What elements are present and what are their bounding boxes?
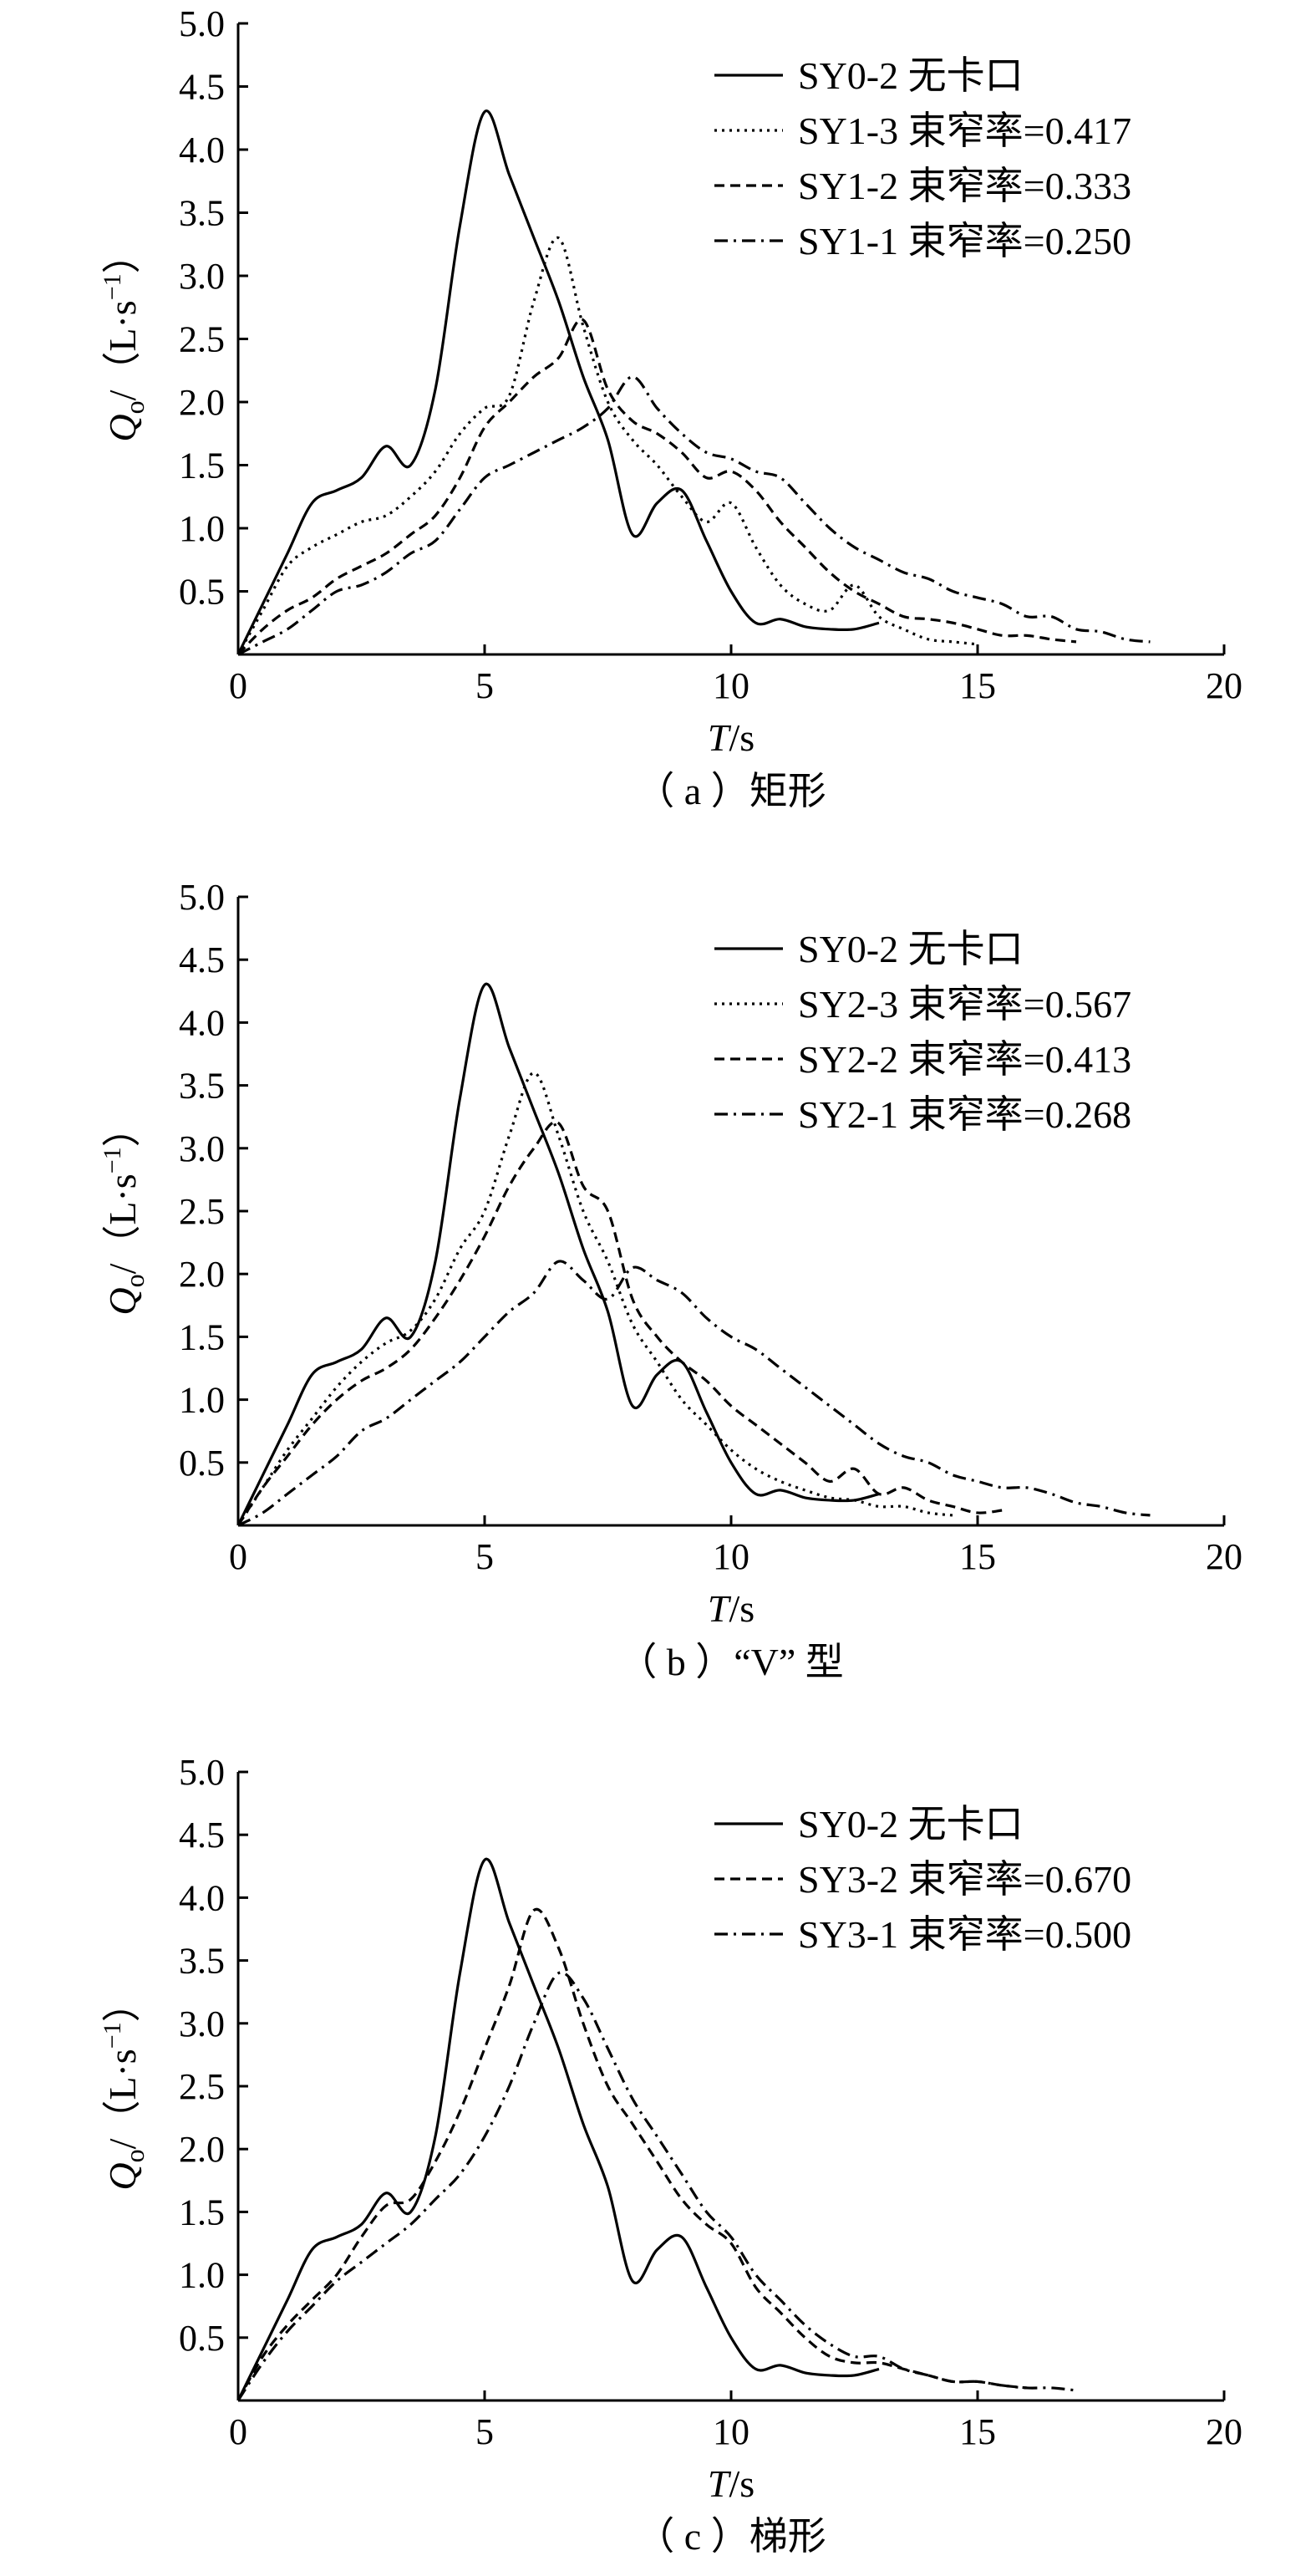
series-line-2 [236,1071,953,1526]
y-tick-label: 5.0 [179,877,225,918]
axis-ticks: 0 5 10 15 20 0.5 1.0 1.5 2.0 2.5 3.0 3.5 4.0 4.5 5.0 [179,3,1242,706]
series-line-4 [237,1260,1151,1527]
chart-panel-a: 0 5 10 15 20 0.5 1.0 1.5 2.0 2.5 3.0 3.5 4.0 4.5 5.0 S… [99,3,1242,812]
series-lines [236,109,1151,656]
y-tick-label: 2.5 [179,2066,225,2107]
x-tick-label: 15 [959,2411,996,2452]
y-tick-label: 2.5 [179,1191,225,1232]
y-tick-label: 1.0 [179,1380,225,1421]
y-tick-label: 1.5 [179,445,225,486]
y-tick-label: 3.0 [179,1128,225,1169]
y-tick-label: 4.0 [179,1002,225,1043]
y-tick-label: 0.5 [179,1443,225,1484]
y-tick-label: 1.0 [179,2255,225,2296]
y-tick-label: 4.5 [179,1815,225,1856]
x-tick-label: 0 [229,2411,247,2452]
series-line-3 [236,1120,1003,1526]
axis-ticks: 0 5 10 15 20 0.5 1.0 1.5 2.0 2.5 3.0 3.5 4.0 4.5 5.0 [179,1752,1242,2452]
y-axis-title: Qo/（L·s−1） [99,235,150,441]
x-tick-label: 0 [229,1536,247,1577]
y-tick-label: 4.5 [179,67,225,108]
chart-panel-b: 0 5 10 15 20 0.5 1.0 1.5 2.0 2.5 3.0 3.5 4.0 4.5 5.0 S… [99,877,1242,1683]
legend: SY0-2 无卡口 SY2-3 束窄率=0.567 SY2-2 束窄率=0.413 S… [714,928,1131,1136]
y-tick-label: 1.5 [179,2192,225,2232]
chart-caption: （ c ）梯形 [636,2515,826,2558]
series-line-2 [236,1907,1028,2401]
y-tick-label: 2.0 [179,1254,225,1295]
x-axis-title: T/s [708,1587,755,1630]
legend-label-3: SY3-1 束窄率=0.500 [798,1913,1131,1956]
legend-label-2: SY1-3 束窄率=0.417 [798,109,1131,152]
y-axis-title: Qo/（L·s−1） [99,1108,150,1315]
y-tick-label: 5.0 [179,3,225,44]
y-tick-label: 4.0 [179,130,225,171]
series-lines [236,1857,1077,2401]
axis-ticks: 0 5 10 15 20 0.5 1.0 1.5 2.0 2.5 3.0 3.5 4.0 4.5 5.0 [179,877,1242,1577]
y-tick-label: 4.0 [179,1877,225,1918]
legend-label-1: SY0-2 无卡口 [798,1803,1024,1845]
legend-label-2: SY3-2 束窄率=0.670 [798,1858,1131,1901]
y-tick-label: 2.5 [179,319,225,360]
y-tick-label: 4.5 [179,939,225,980]
x-tick-label: 0 [229,665,247,706]
series-line-1 [236,982,880,1526]
legend-label-3: SY2-2 束窄率=0.413 [798,1038,1131,1081]
y-tick-label: 3.0 [179,256,225,297]
x-tick-label: 10 [713,665,749,706]
x-tick-label: 10 [713,1536,749,1577]
chart-caption: （ a ）矩形 [636,770,826,812]
y-tick-label: 2.0 [179,2129,225,2170]
legend: SY0-2 无卡口 SY3-2 束窄率=0.670 SY3-1 束窄率=0.500 [714,1803,1131,1956]
x-tick-label: 5 [475,665,494,706]
x-tick-label: 20 [1206,2411,1242,2452]
legend-label-4: SY1-1 束窄率=0.250 [798,220,1131,262]
series-lines [236,982,1151,1527]
x-tick-label: 15 [959,1536,996,1577]
x-tick-label: 5 [475,1536,494,1577]
legend: SY0-2 无卡口 SY1-3 束窄率=0.417 SY1-2 束窄率=0.333 S… [714,54,1131,262]
chart-caption: （ b ）“V” 型 [618,1641,844,1683]
y-tick-label: 3.5 [179,193,225,234]
y-tick-label: 3.5 [179,1066,225,1107]
x-tick-label: 10 [713,2411,749,2452]
series-line-4 [237,375,1151,656]
y-tick-label: 5.0 [179,1752,225,1793]
legend-label-4: SY2-1 束窄率=0.268 [798,1093,1131,1136]
x-tick-label: 20 [1206,1536,1242,1577]
y-tick-label: 1.5 [179,1316,225,1357]
x-tick-label: 20 [1206,665,1242,706]
x-tick-label: 5 [475,2411,494,2452]
legend-label-2: SY2-3 束窄率=0.567 [798,983,1131,1026]
legend-label-1: SY0-2 无卡口 [798,54,1024,97]
y-tick-label: 0.5 [179,572,225,613]
x-tick-label: 15 [959,665,996,706]
x-axis-title: T/s [708,2462,755,2505]
y-tick-label: 3.0 [179,2003,225,2044]
series-line-1 [236,109,880,655]
y-tick-label: 2.0 [179,382,225,423]
series-line-3 [236,1971,1077,2401]
y-tick-label: 1.0 [179,508,225,549]
series-line-3 [236,318,1077,656]
chart-panel-c: 0 5 10 15 20 0.5 1.0 1.5 2.0 2.5 3.0 3.5 4.0 4.5 5.0 S… [99,1752,1242,2558]
x-axis-title: T/s [708,716,755,759]
y-tick-label: 3.5 [179,1941,225,1982]
legend-label-3: SY1-2 束窄率=0.333 [798,165,1131,207]
y-axis-title: Qo/（L·s−1） [99,1983,150,2190]
series-line-1 [236,1857,880,2401]
y-tick-label: 0.5 [179,2318,225,2359]
series-line-2 [236,237,978,655]
legend-label-1: SY0-2 无卡口 [798,928,1024,970]
